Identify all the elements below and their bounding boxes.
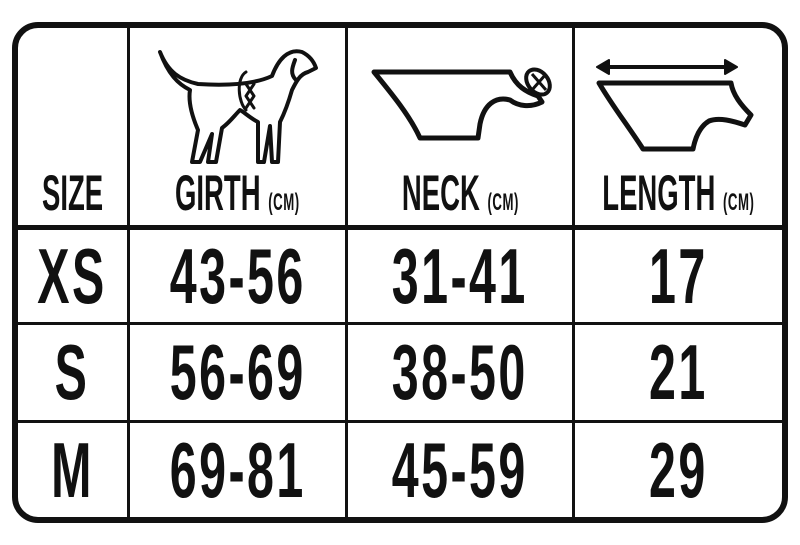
column-divider [127, 22, 130, 523]
dog-girth-icon [158, 49, 318, 164]
header-girth-unit: (CM) [268, 189, 300, 216]
length-cell: 17 [649, 231, 708, 320]
neck-cell: 31-41 [391, 231, 529, 320]
header-neck-label: NECK [401, 165, 480, 221]
length-cell: 21 [649, 328, 708, 416]
header-girth: GIRTH (CM) [130, 168, 345, 218]
row-divider [12, 420, 788, 423]
garment-length-icon [596, 59, 754, 152]
header-neck-unit: (CM) [487, 189, 519, 216]
header-length: LENGTH (CM) [575, 168, 782, 218]
header-length-unit: (CM) [723, 189, 755, 216]
header-girth-label: GIRTH [175, 165, 261, 221]
header-divider [12, 225, 788, 230]
row-divider [12, 322, 788, 325]
girth-cell: 56-69 [169, 328, 306, 416]
header-length-label: LENGTH [602, 165, 716, 221]
column-divider [345, 22, 348, 523]
header-size-label: SIZE [41, 165, 104, 221]
neck-cell: 38-50 [391, 328, 529, 416]
size-cell: S [55, 328, 90, 416]
size-chart-frame [12, 22, 788, 523]
size-cell: M [51, 425, 94, 514]
garment-neck-icon [371, 67, 552, 141]
neck-cell: 45-59 [391, 425, 529, 514]
size-cell: XS [37, 231, 108, 320]
girth-cell: 43-56 [169, 231, 306, 320]
column-divider [572, 22, 575, 523]
header-neck: NECK (CM) [348, 168, 572, 218]
girth-cell: 69-81 [169, 425, 306, 514]
length-cell: 29 [649, 425, 708, 514]
header-size: SIZE [18, 168, 127, 218]
